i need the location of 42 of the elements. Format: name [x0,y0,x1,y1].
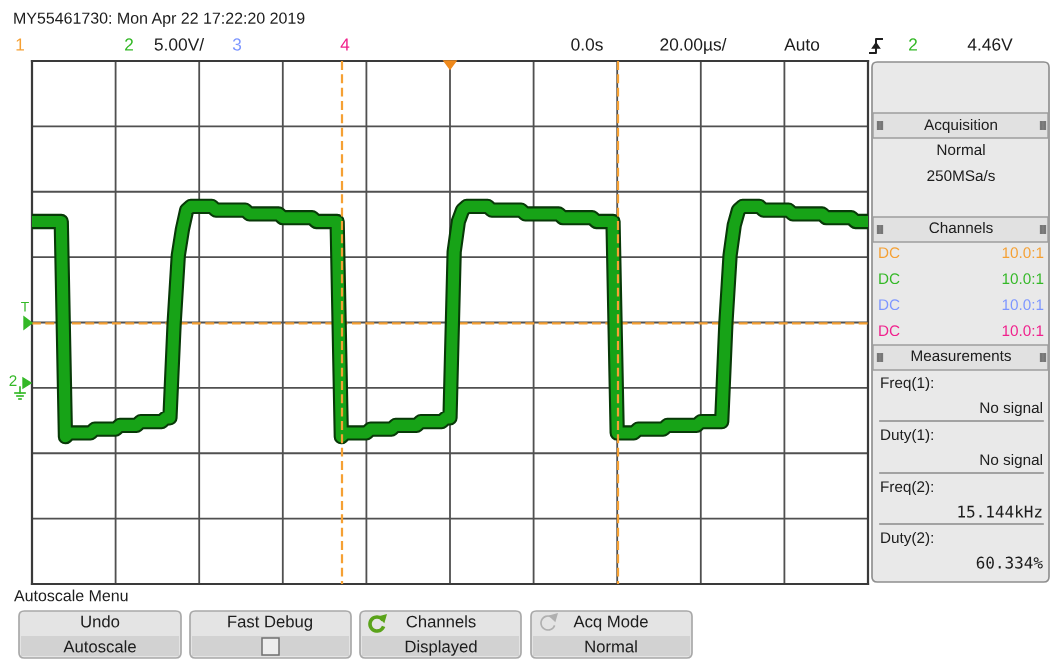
text: Autoscale Menu [14,589,128,602]
text: Duty(2): [881,531,933,547]
text: 3 [232,38,242,51]
text: Freq(2): [881,480,933,496]
text: No signal [980,453,1042,469]
text: No signal [980,401,1042,417]
text: 15.144kHz [958,505,1042,518]
text: 2 [125,38,133,51]
text: 2 [909,38,917,51]
text: 10.0:1 [1002,325,1044,337]
text: Freq(1): [881,376,933,392]
text: 1 [16,38,24,51]
text: Acq Mode [573,615,648,631]
text: 10.0:1 [1002,273,1044,285]
text: DC [879,325,900,337]
text: 10.0:1 [1002,247,1044,259]
text: Normal [937,143,985,156]
text: Measurements [911,350,1011,362]
text: Auto [784,38,820,51]
text: 60.334% [976,556,1043,569]
text: 2 [9,375,17,386]
text: DC [879,273,900,285]
text: Autoscale [63,640,136,653]
text: Displayed [405,640,477,656]
text: Normal [585,640,637,653]
text: 5.00V/ [154,37,205,51]
text: T [21,302,29,312]
text: 4.46V [967,38,1013,51]
text: 250MSa/s [927,169,995,182]
text: Fast Debug [228,615,313,631]
text: Undo [81,615,120,628]
text: Channels [406,615,476,628]
text: Duty(1): [881,428,933,444]
text: DC [879,247,900,259]
text: Acquisition [924,118,997,134]
text: 10.0:1 [1002,299,1044,311]
text: 0.0s [571,38,603,51]
text: 4 [340,38,350,51]
chart-title: MY55461730: Mon Apr 22 17:22:20 2019 [14,12,305,27]
text: DC [879,299,900,311]
text: 20.00µs/ [660,37,727,55]
text: Channels [929,221,993,234]
